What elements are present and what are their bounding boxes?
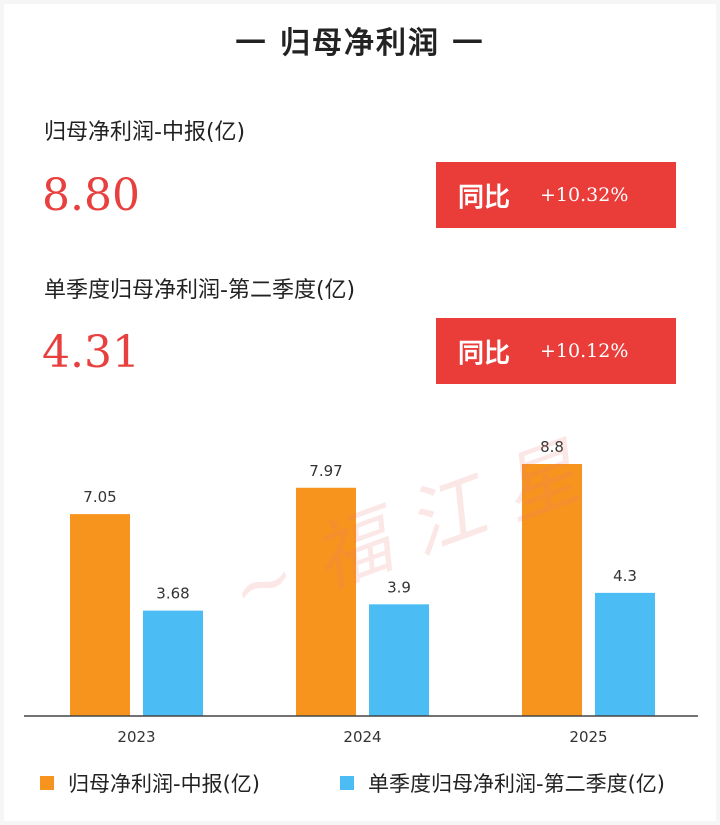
yoy-badge-h1: 同比 +10.32% <box>436 162 676 228</box>
metric-value-h1: 8.80 <box>42 170 140 221</box>
data-label-2-2024: 3.9 <box>387 578 411 596</box>
metric-value-q2: 4.31 <box>42 327 140 378</box>
data-label-1-2023: 7.05 <box>83 488 116 506</box>
x-tick-label-2025: 2025 <box>569 728 607 746</box>
data-label-1-2024: 7.97 <box>309 462 342 480</box>
bar-2-2024 <box>369 604 429 716</box>
data-label-1-2025: 8.8 <box>540 438 564 456</box>
legend-label-series2: 单季度归母净利润-第二季度(亿) <box>368 772 665 796</box>
chart-title: 一 归母净利润 一 <box>235 26 485 61</box>
data-label-2-2025: 4.3 <box>613 567 637 585</box>
data-label-2-2023: 3.68 <box>156 585 189 603</box>
x-tick-label-2024: 2024 <box>343 728 381 746</box>
bar-2-2023 <box>143 610 203 716</box>
yoy-label-h1: 同比 <box>458 182 511 213</box>
legend-swatch-series2 <box>340 776 354 790</box>
legend-label-series1: 归母净利润-中报(亿) <box>68 772 260 796</box>
legend-item-series2: 单季度归母净利润-第二季度(亿) <box>340 768 665 798</box>
bar-1-2025 <box>522 464 582 716</box>
legend-swatch-series1 <box>40 776 54 790</box>
yoy-value-q2: +10.12% <box>540 340 629 362</box>
yoy-badge-q2: 同比 +10.12% <box>436 318 676 384</box>
bar-1-2024 <box>296 487 356 716</box>
x-tick-label-2023: 2023 <box>117 728 155 746</box>
bar-1-2023 <box>70 514 130 716</box>
bar-2-2025 <box>595 592 655 716</box>
yoy-value-h1: +10.32% <box>540 184 629 206</box>
metric-label-h1: 归母净利润-中报(亿) <box>44 120 246 145</box>
metric-label-q2: 单季度归母净利润-第二季度(亿) <box>44 278 356 303</box>
legend-item-series1: 归母净利润-中报(亿) <box>40 768 260 798</box>
yoy-label-q2: 同比 <box>458 338 511 369</box>
